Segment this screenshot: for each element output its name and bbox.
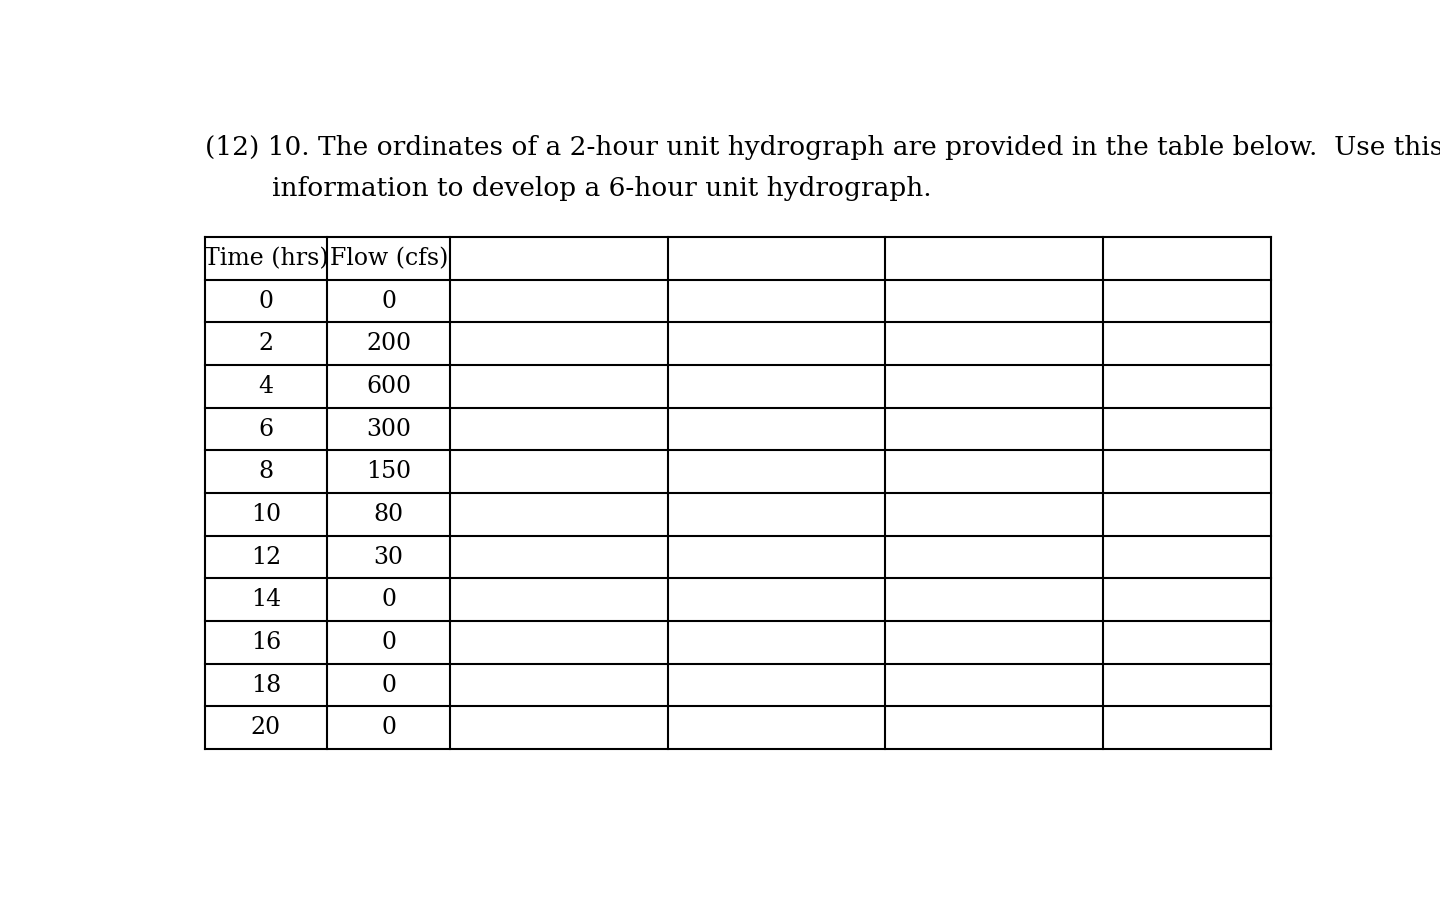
Text: 150: 150	[366, 460, 412, 483]
Text: 0: 0	[382, 716, 396, 739]
Text: 18: 18	[251, 674, 281, 697]
Text: 14: 14	[251, 588, 281, 612]
Text: Time (hrs): Time (hrs)	[203, 247, 328, 270]
Text: 200: 200	[366, 332, 412, 355]
Text: 0: 0	[382, 290, 396, 313]
Text: (12) 10. The ordinates of a 2-hour unit hydrograph are provided in the table bel: (12) 10. The ordinates of a 2-hour unit …	[204, 135, 1440, 160]
Text: 0: 0	[382, 588, 396, 612]
Text: Flow (cfs): Flow (cfs)	[330, 247, 448, 270]
Text: 2: 2	[258, 332, 274, 355]
Text: 600: 600	[366, 375, 412, 398]
Text: 12: 12	[251, 546, 281, 569]
Text: 4: 4	[258, 375, 274, 398]
Text: information to develop a 6-hour unit hydrograph.: information to develop a 6-hour unit hyd…	[204, 176, 932, 201]
Text: 30: 30	[374, 546, 403, 569]
Text: 10: 10	[251, 503, 281, 526]
Text: 0: 0	[382, 674, 396, 697]
Text: 16: 16	[251, 631, 281, 654]
Text: 0: 0	[258, 290, 274, 313]
Text: 0: 0	[382, 631, 396, 654]
Text: 20: 20	[251, 716, 281, 739]
Text: 8: 8	[258, 460, 274, 483]
Text: 6: 6	[258, 417, 274, 440]
Text: 80: 80	[373, 503, 403, 526]
Text: 300: 300	[366, 417, 412, 440]
